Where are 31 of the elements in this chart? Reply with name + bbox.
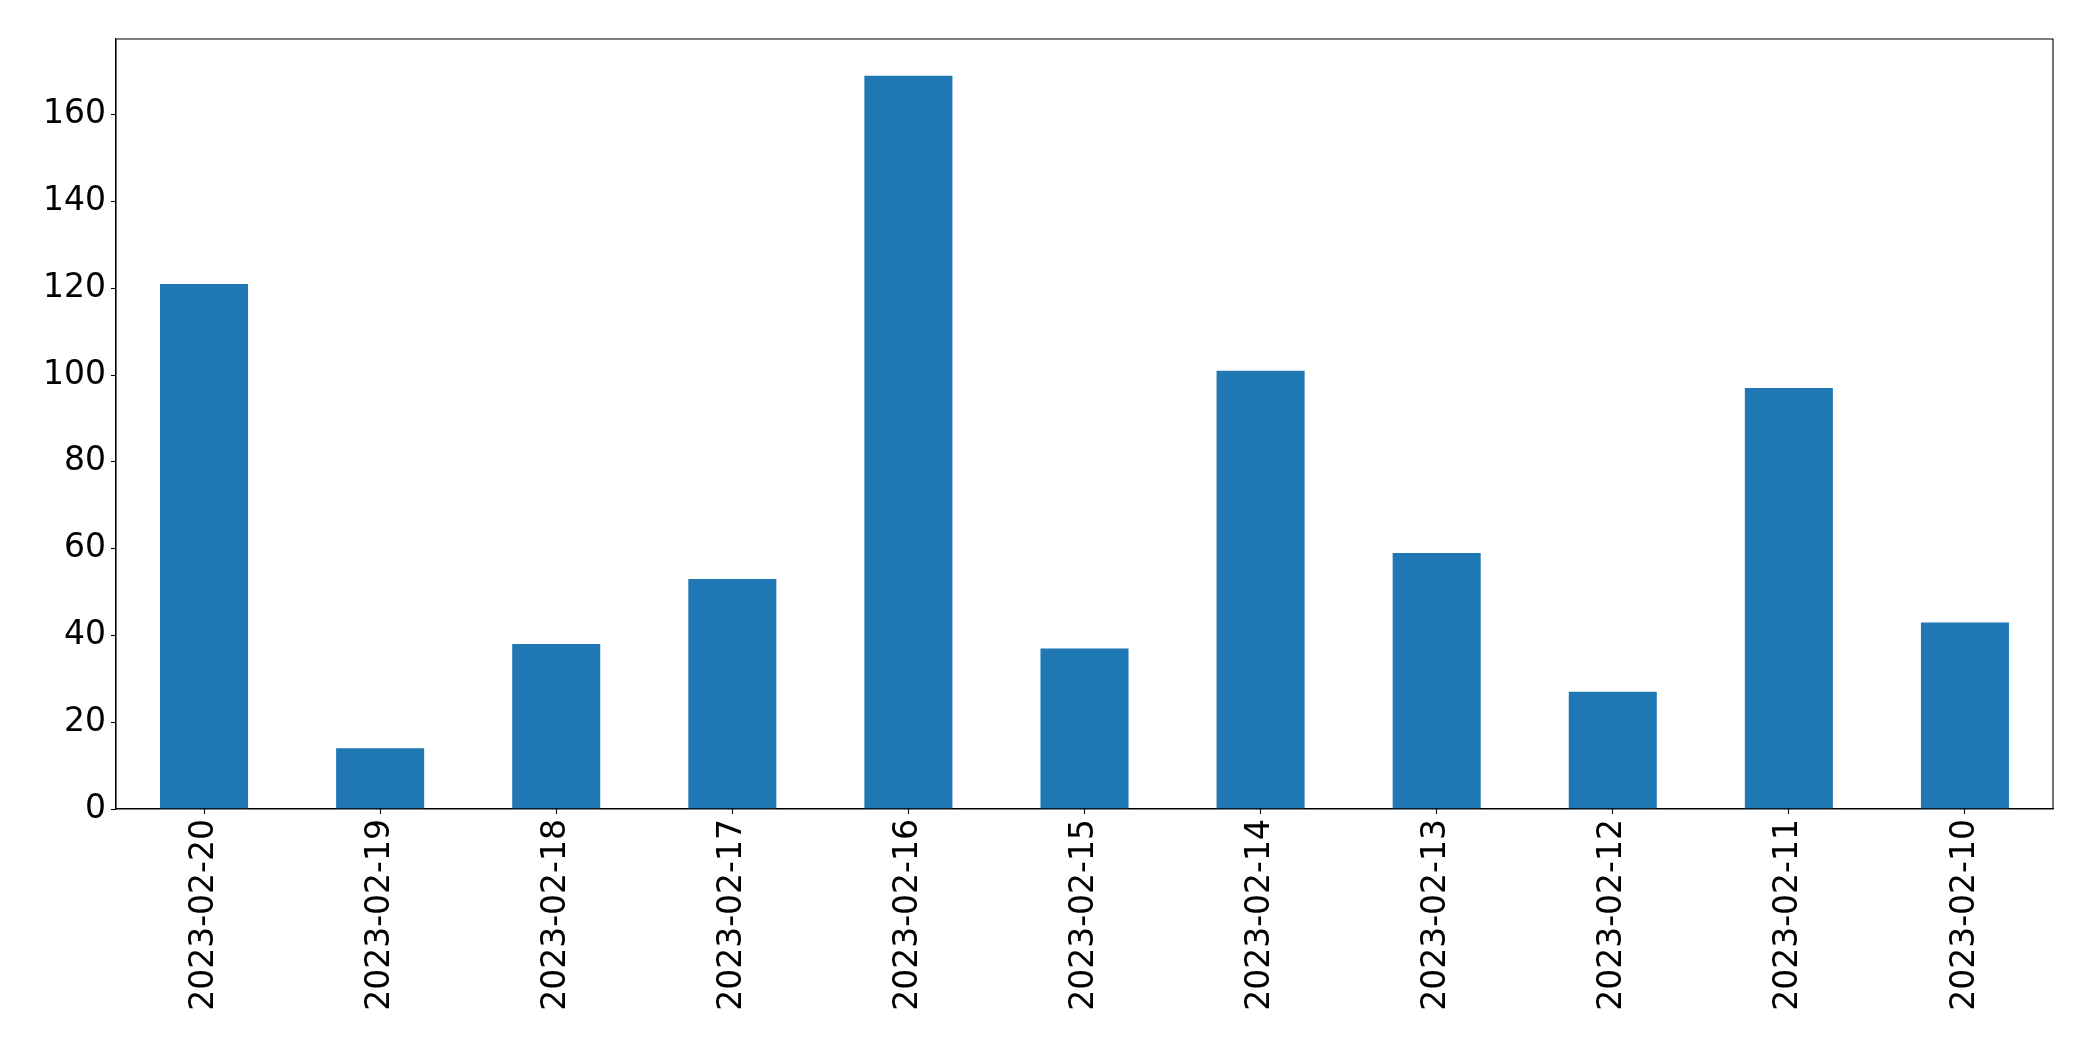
- bar: [160, 283, 249, 809]
- y-tick-label: 120: [43, 265, 106, 305]
- y-tick-label: 100: [43, 352, 106, 392]
- bar: [336, 748, 425, 809]
- x-tick-label: 2023-02-14: [1238, 819, 1278, 1011]
- x-tick-label: 2023-02-11: [1766, 819, 1806, 1011]
- bar: [864, 75, 953, 809]
- y-tick-label: 20: [64, 699, 106, 739]
- bar: [1568, 691, 1657, 809]
- y-tick-label: 60: [64, 526, 106, 566]
- y-tick-label: 40: [64, 613, 106, 653]
- x-tick-label: 2023-02-10: [1942, 819, 1982, 1011]
- x-tick-label: 2023-02-16: [885, 819, 925, 1011]
- x-tick-label: 2023-02-18: [533, 819, 573, 1011]
- x-tick-label: 2023-02-17: [709, 819, 749, 1011]
- bar: [512, 644, 601, 809]
- bar: [1392, 552, 1481, 809]
- bar: [688, 579, 777, 809]
- bar: [1040, 648, 1129, 809]
- bar: [1744, 388, 1833, 809]
- y-tick-label: 0: [85, 786, 106, 826]
- x-tick-label: 2023-02-20: [181, 819, 221, 1011]
- bar: [1216, 370, 1305, 809]
- x-tick-label: 2023-02-19: [357, 819, 397, 1011]
- x-tick-label: 2023-02-12: [1590, 819, 1630, 1011]
- y-tick-label: 80: [64, 439, 106, 479]
- x-tick-label: 2023-02-15: [1062, 819, 1102, 1011]
- x-tick-label: 2023-02-13: [1414, 819, 1454, 1011]
- y-tick-label: 140: [43, 179, 106, 219]
- bar: [1920, 622, 2009, 809]
- y-tick-label: 160: [43, 92, 106, 132]
